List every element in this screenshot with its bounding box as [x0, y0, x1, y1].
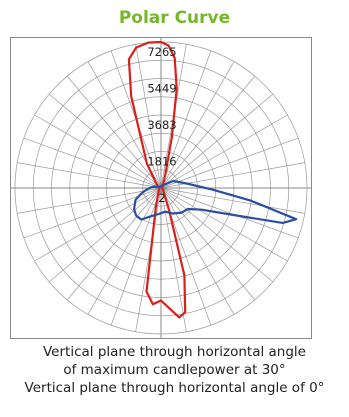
radial-tick-labels: 2 1816 3683 5449 7265	[147, 45, 176, 205]
radial-tick-label: 2	[158, 191, 165, 205]
polar-series-2	[133, 179, 298, 224]
polar-chart-svg: 2 1816 3683 5449 7265	[10, 37, 312, 339]
radial-tick-label: 7265	[147, 45, 176, 59]
caption-line-1: Vertical plane through horizontal angle	[43, 344, 306, 360]
chart-title: Polar Curve	[118, 8, 231, 28]
radial-tick-label: 3683	[147, 118, 176, 132]
radial-tick-label: 1816	[147, 155, 176, 169]
polar-grid	[10, 37, 312, 339]
caption-line-3: Vertical plane through horizontal angle …	[24, 380, 325, 396]
polar-curves	[127, 40, 298, 319]
polar-plot: 2 1816 3683 5449 7265	[10, 37, 312, 339]
caption-line-2: of maximum candlepower at 30°	[63, 362, 286, 378]
radial-tick-label: 5449	[147, 82, 176, 96]
polar-series-1	[127, 40, 187, 319]
